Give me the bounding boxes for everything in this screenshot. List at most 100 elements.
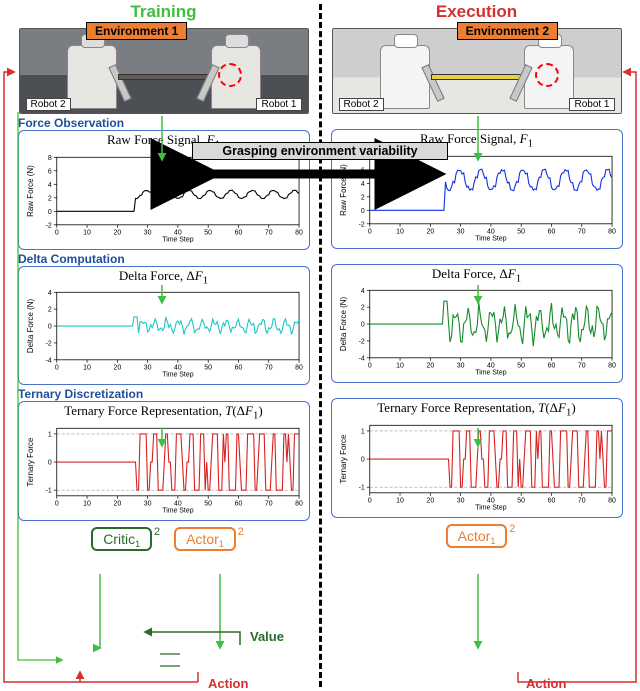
robot2-tag: Robot 2 [339,98,384,111]
svg-text:80: 80 [295,229,303,236]
svg-text:30: 30 [456,363,464,370]
svg-text:30: 30 [143,365,151,372]
svg-text:10: 10 [396,228,404,235]
svg-text:20: 20 [426,497,434,504]
actor-box: Actor1 2 [174,527,236,551]
svg-text:Time Step: Time Step [475,370,506,377]
svg-text:8: 8 [47,154,51,161]
svg-text:30: 30 [456,497,464,504]
svg-text:Time Step: Time Step [162,236,193,243]
svg-text:Time Step: Time Step [475,235,506,242]
chart-title: Ternary Force Representation, T(ΔF1) [336,401,618,420]
svg-text:80: 80 [608,228,616,235]
svg-text:40: 40 [174,500,182,507]
svg-text:60: 60 [547,497,555,504]
svg-text:70: 70 [264,229,272,236]
ternary-chart-left: Ternary Force Representation, T(ΔF1) -10… [18,401,310,521]
svg-text:Raw Force (N): Raw Force (N) [338,163,347,215]
critic-label: Critic [103,531,135,547]
svg-text:60: 60 [547,363,555,370]
delta-chart-left: Delta Force, ΔF1 -4-20240102030405060708… [18,266,310,386]
svg-text:70: 70 [577,363,585,370]
env2-label: Environment 2 [457,22,558,40]
svg-text:0: 0 [360,207,364,214]
svg-text:30: 30 [143,500,151,507]
svg-text:50: 50 [204,365,212,372]
svg-text:-2: -2 [45,340,51,347]
value-label: Value [250,629,284,644]
svg-text:-4: -4 [45,357,51,364]
svg-text:6: 6 [47,168,51,175]
svg-text:Time Step: Time Step [475,504,506,511]
action-label-right: Action [526,676,567,691]
svg-text:20: 20 [426,363,434,370]
svg-text:-1: -1 [358,484,364,491]
svg-text:60: 60 [234,365,242,372]
nn-row-right: Actor1 2 [446,524,508,548]
svg-text:70: 70 [264,365,272,372]
actor-label: Actor [186,531,219,547]
env1-photo: Robot 2 Robot 1 [19,28,309,114]
svg-text:60: 60 [234,229,242,236]
chart-title: Delta Force, ΔF1 [23,269,305,288]
delta-chart-right: Delta Force, ΔF1 -4-20240102030405060708… [331,264,623,384]
svg-text:Ternary Force: Ternary Force [25,436,34,486]
svg-text:6: 6 [360,167,364,174]
svg-text:2: 2 [360,305,364,312]
variability-box: Grasping environment variability [192,142,448,160]
svg-text:1: 1 [47,431,51,438]
svg-text:30: 30 [143,229,151,236]
svg-text:40: 40 [174,229,182,236]
svg-text:Raw Force (N): Raw Force (N) [25,164,34,216]
robot1-tag: Robot 1 [256,98,301,111]
delta-label: Delta Computation [18,252,125,266]
svg-text:80: 80 [608,497,616,504]
svg-text:0: 0 [54,365,58,372]
ternary-chart-right: Ternary Force Representation, T(ΔF1) -1 0… [331,398,623,518]
svg-text:0: 0 [367,363,371,370]
svg-text:Time Step: Time Step [162,372,193,379]
svg-text:-2: -2 [358,221,364,228]
svg-text:Time Step: Time Step [162,507,193,514]
svg-text:40: 40 [487,497,495,504]
robot1-tag: Robot 1 [569,98,614,111]
svg-text:0: 0 [360,456,364,463]
critic-box: Critic1 2 [91,527,152,551]
svg-text:80: 80 [608,363,616,370]
grasp-point-circle [535,63,559,87]
chart-title: Ternary Force Representation, T(ΔF1) [23,404,305,423]
training-title: Training [130,2,196,22]
ternary-label: Ternary Discretization [18,387,143,401]
execution-title: Execution [436,2,517,22]
svg-text:60: 60 [547,228,555,235]
svg-text:-2: -2 [45,222,51,229]
execution-column: Execution Environment 2 Robot 2 Robot 1 … [319,0,634,548]
svg-text:10: 10 [83,365,91,372]
svg-text:0: 0 [47,459,51,466]
svg-text:70: 70 [577,497,585,504]
svg-text:20: 20 [113,229,121,236]
env1-label: Environment 1 [86,22,187,40]
svg-text:50: 50 [517,228,525,235]
svg-text:4: 4 [360,180,364,187]
svg-text:-1: -1 [45,487,51,494]
chart-title: Delta Force, ΔF1 [336,267,618,286]
robot2-tag: Robot 2 [26,98,71,111]
training-column: Training Environment 1 Robot 2 Robot 1 F… [6,0,321,551]
svg-text:0: 0 [54,500,58,507]
force-obs-label: Force Observation [18,116,124,130]
svg-text:0: 0 [47,324,51,331]
svg-text:Ternary Force: Ternary Force [338,433,347,483]
svg-text:-4: -4 [358,355,364,362]
svg-text:50: 50 [517,363,525,370]
svg-text:1: 1 [360,428,364,435]
svg-text:10: 10 [83,500,91,507]
svg-text:4: 4 [47,290,51,297]
svg-text:20: 20 [113,365,121,372]
svg-text:Delta Force (N): Delta Force (N) [338,297,347,352]
svg-text:30: 30 [456,228,464,235]
svg-text:2: 2 [360,194,364,201]
svg-text:20: 20 [113,500,121,507]
action-label-left: Action [208,676,249,691]
svg-text:-2: -2 [358,338,364,345]
